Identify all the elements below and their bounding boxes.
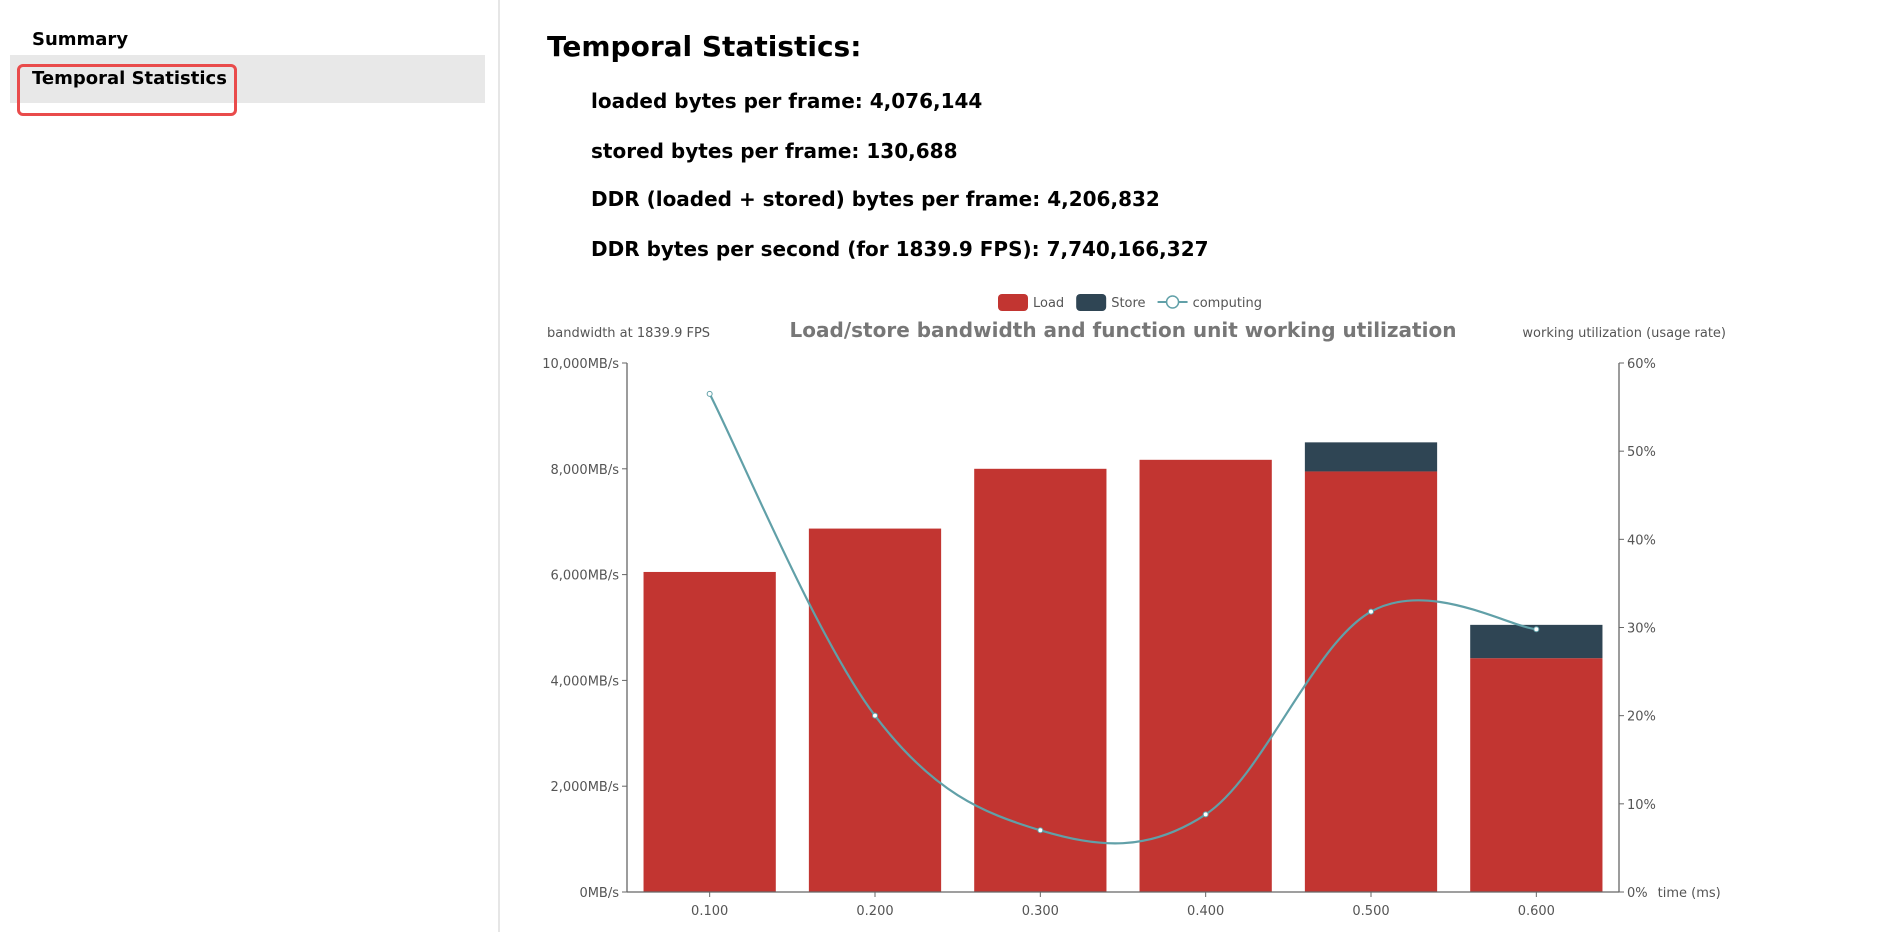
line-point [1202,811,1209,818]
x-tick-label: 0.200 [856,904,893,919]
sidebar: Summary Temporal Statistics [0,0,500,932]
bar-load [1304,471,1438,892]
x-tick-label: 0.500 [1352,904,1389,919]
page-title: Temporal Statistics: [547,30,862,63]
chart-title: Load/store bandwidth and function unit w… [790,318,1457,342]
bar-store [1304,442,1438,472]
y2-tick-label: 30% [1627,622,1656,637]
line-point [1533,626,1540,633]
sidebar-item-temporal-statistics[interactable]: Temporal Statistics [10,55,485,103]
y-tick-label: 10,000MB/s [542,357,619,372]
y-tick-label: 0MB/s [579,886,619,901]
legend-label-computing: computing [1193,296,1262,311]
y-axis-label: bandwidth at 1839.9 FPS [547,326,710,341]
bar-load [1470,658,1603,892]
legend-swatch-circle [1165,295,1180,309]
y2-tick-label: 50% [1627,445,1656,460]
stat-ddr-bytes-per-second: DDR bytes per second (for 1839.9 FPS): 7… [591,237,1209,261]
stat-stored-bytes: stored bytes per frame: 130,688 [591,139,958,163]
bar-load [808,528,942,892]
legend-swatch-store [1076,294,1107,311]
legend: Load Store computing [998,294,1262,311]
x-tick-label: 0.100 [691,904,728,919]
legend-label-load: Load [1033,296,1064,311]
y-tick-label: 2,000MB/s [550,780,619,795]
bar-load [643,571,776,892]
y-tick-label: 6,000MB/s [550,569,619,584]
line-point [872,712,878,719]
y2-tick-label: 40% [1627,533,1656,548]
legend-label-store: Store [1111,296,1145,311]
y2-tick-label: 60% [1627,357,1656,372]
y-tick-label: 8,000MB/s [550,463,619,478]
y2-tick-label: 10% [1627,798,1656,813]
y2-tick-label: 0% [1627,886,1648,901]
bar-load [974,468,1107,892]
x-tick-label: 0.400 [1187,904,1224,919]
stat-ddr-bytes: DDR (loaded + stored) bytes per frame: 4… [591,187,1160,211]
bar-load [1139,459,1272,892]
y-tick-label: 4,000MB/s [550,674,619,689]
y2-axis-label: working utilization (usage rate) [1522,326,1726,341]
y2-tick-label: 20% [1627,710,1656,725]
line-point [706,390,713,397]
line-point [1368,608,1374,615]
legend-swatch-load [998,294,1028,311]
x-axis-label: time (ms) [1658,886,1721,901]
stat-loaded-bytes: loaded bytes per frame: 4,076,144 [591,89,983,113]
x-tick-label: 0.300 [1022,904,1059,919]
line-point [1037,827,1044,834]
sidebar-item-summary[interactable]: Summary [32,29,129,50]
x-tick-label: 0.600 [1518,904,1555,919]
